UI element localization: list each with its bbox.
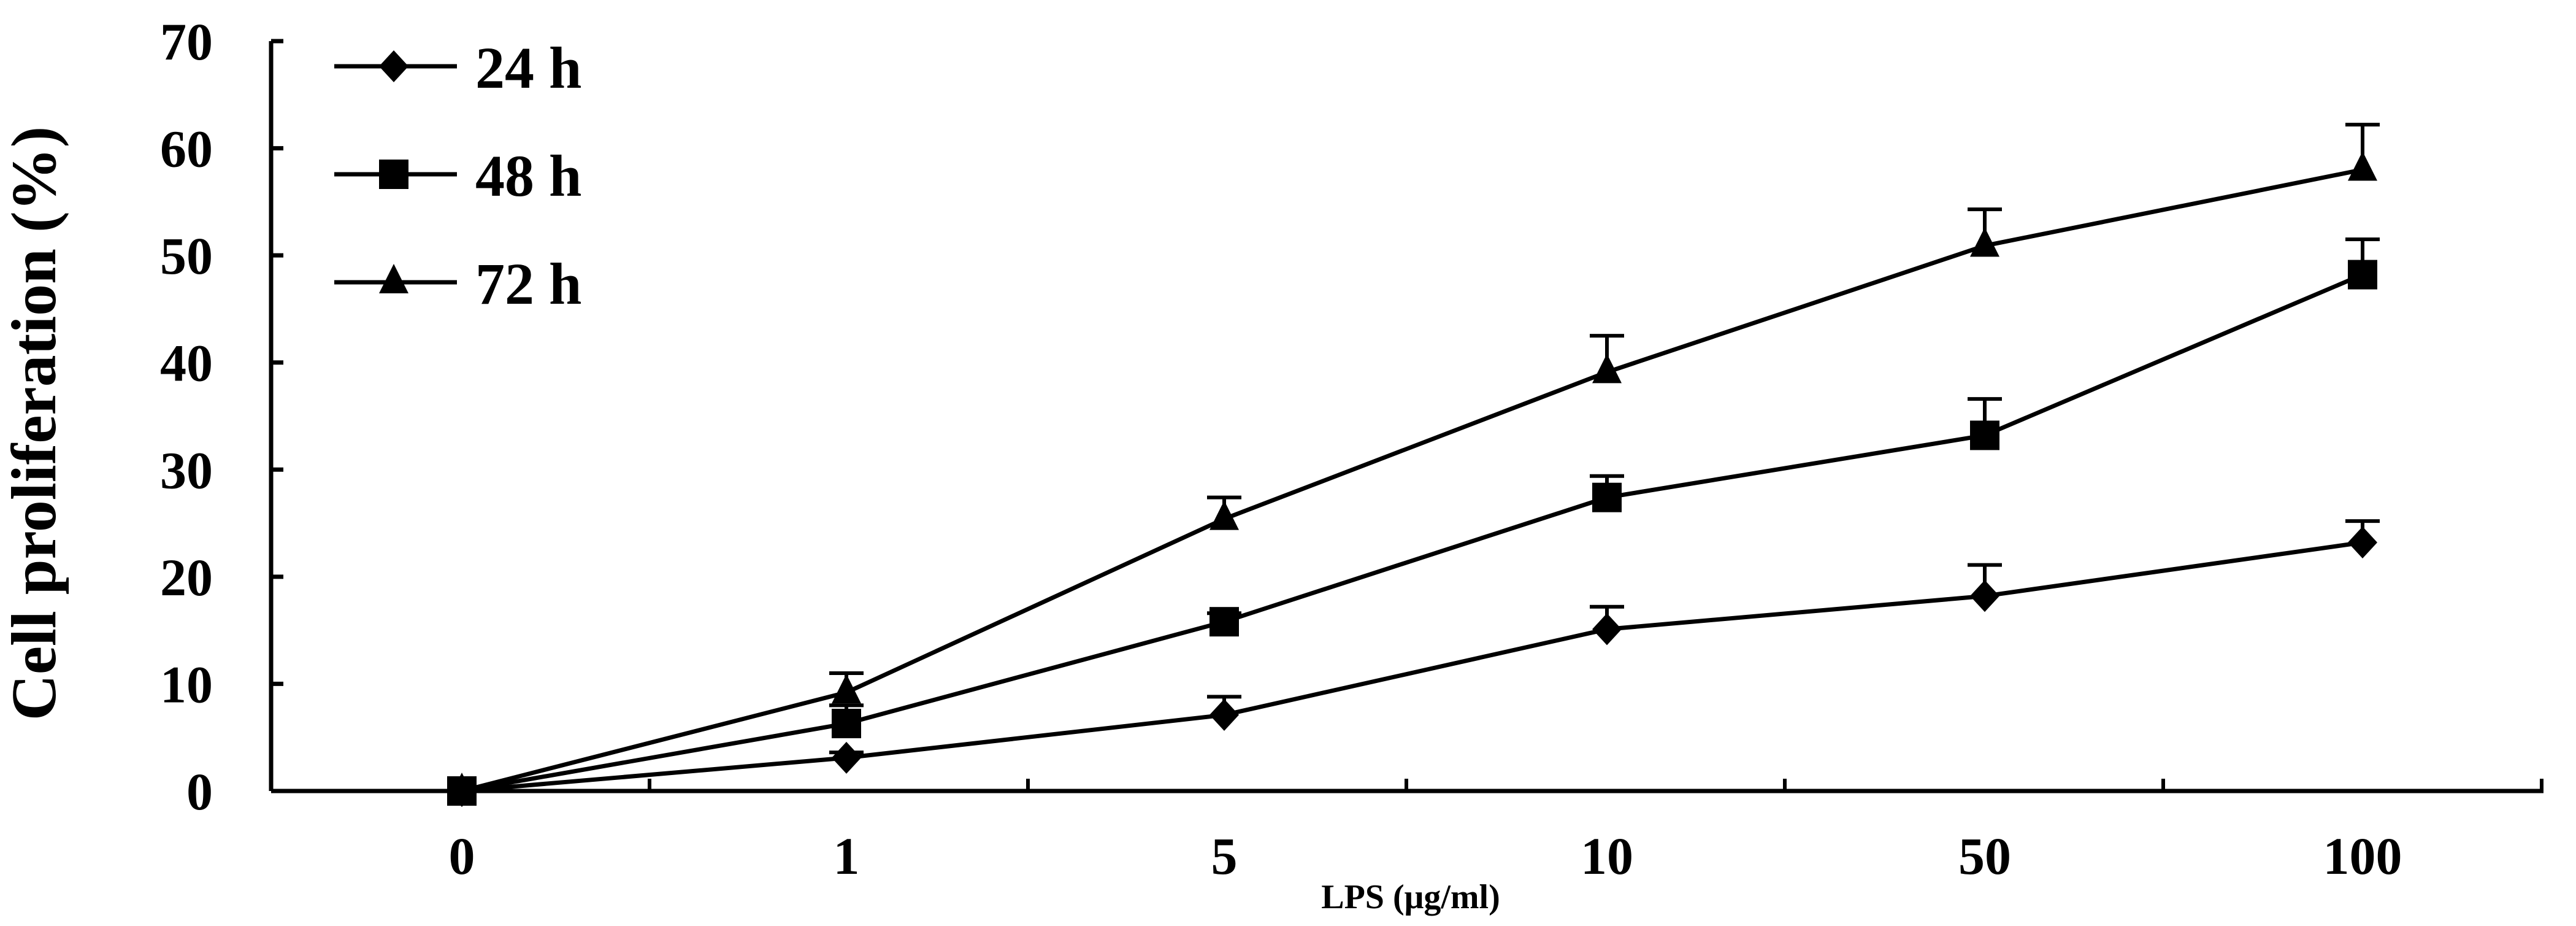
y-axis-label: Cell proliferation (%) [0, 126, 69, 721]
x-tick-label: 50 [1958, 827, 2011, 885]
series-layer [447, 123, 2380, 807]
triangle-marker [1970, 227, 1999, 257]
legend: 24 h 48 h 72 h [334, 35, 581, 317]
series-line [461, 168, 2363, 793]
diamond-marker [1592, 613, 1622, 646]
square-marker [1970, 420, 1999, 450]
triangle-marker [379, 264, 408, 293]
triangle-marker [1592, 353, 1622, 384]
series-line [461, 272, 2364, 793]
diamond-marker [832, 741, 861, 774]
x-tick-label: 5 [1211, 827, 1238, 885]
series-24h [447, 519, 2380, 807]
axes: 0 10 20 30 40 50 60 70 0 1 5 10 50 100 [160, 12, 2543, 885]
y-tick-label: 60 [160, 120, 213, 179]
y-tick-label: 50 [160, 226, 213, 285]
legend-label: 48 h [475, 143, 581, 209]
diamond-marker [1209, 699, 1239, 731]
series-line [461, 540, 2363, 793]
y-tick-label: 10 [160, 655, 213, 714]
triangle-marker [447, 773, 477, 802]
x-tick-label: 10 [1581, 827, 1633, 885]
y-tick-label: 0 [186, 762, 213, 821]
diamond-marker [379, 50, 408, 82]
triangle-marker [2348, 151, 2377, 181]
triangle-marker [832, 674, 861, 704]
y-tick-label: 20 [160, 548, 213, 607]
x-axis-label: LPS (μg/ml) [1321, 878, 1500, 916]
x-tick-label: 1 [834, 827, 860, 885]
square-marker [379, 160, 408, 189]
y-tick-label: 40 [160, 334, 213, 393]
square-marker [1592, 482, 1622, 512]
y-tick-label: 30 [160, 441, 213, 500]
triangle-marker [1209, 500, 1239, 530]
series-72h [447, 123, 2380, 802]
x-tick-label: 0 [449, 827, 475, 885]
square-marker [2348, 260, 2377, 290]
y-tick-label: 70 [160, 12, 213, 71]
diamond-marker [1970, 580, 1999, 612]
square-marker [832, 709, 861, 739]
diamond-marker [2348, 526, 2377, 558]
square-marker [1209, 607, 1239, 637]
legend-label: 24 h [475, 35, 581, 101]
x-tick-label: 100 [2323, 827, 2402, 885]
legend-label: 72 h [475, 251, 581, 317]
